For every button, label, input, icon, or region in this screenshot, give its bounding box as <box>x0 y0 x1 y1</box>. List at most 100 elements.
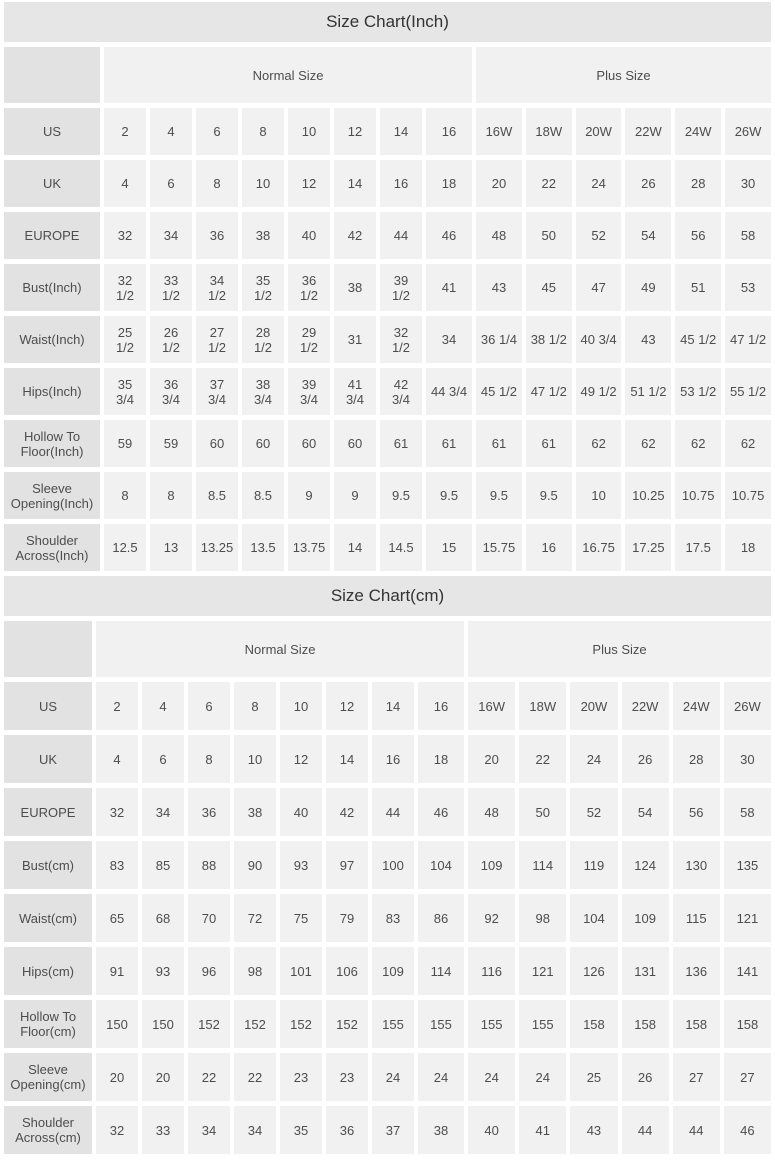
size-value-cell: 38 1/2 <box>525 316 572 363</box>
size-value-cell: 8 <box>150 472 192 519</box>
size-value-cell: 22 <box>525 160 572 207</box>
row-label: Shoulder Across(Inch) <box>4 524 100 571</box>
size-value-cell: 36 3/4 <box>150 368 192 415</box>
size-value-cell: 27 1/2 <box>196 316 238 363</box>
size-value-cell: 18 <box>418 735 465 783</box>
size-value-cell: 60 <box>288 420 330 467</box>
size-value-cell: 141 <box>723 947 771 995</box>
size-value-cell: 25 <box>570 1053 618 1101</box>
size-value-cell: 16 <box>418 682 465 730</box>
size-value-cell: 22W <box>621 682 669 730</box>
normal-size-header: Normal Size <box>96 621 465 677</box>
size-value-cell: 14.5 <box>380 524 422 571</box>
size-value-cell: 152 <box>326 1000 368 1048</box>
size-value-cell: 60 <box>242 420 284 467</box>
size-chart-inch: Size Chart(Inch) Normal Size Plus Size U… <box>0 2 775 576</box>
size-value-cell: 6 <box>188 682 230 730</box>
size-value-cell: 6 <box>142 735 184 783</box>
size-value-cell: 65 <box>96 894 138 942</box>
size-value-cell: 24W <box>672 682 720 730</box>
size-value-cell: 47 <box>575 264 622 311</box>
size-value-cell: 34 <box>142 788 184 836</box>
size-value-cell: 26 <box>625 160 672 207</box>
table-row: Shoulder Across(cm) 32 33 34 34 35 36 37 38 40 41 4… <box>4 1106 771 1154</box>
size-value-cell: 130 <box>672 841 720 889</box>
chart-title-cm: Size Chart(cm) <box>4 576 771 616</box>
size-value-cell: 86 <box>418 894 465 942</box>
size-value-cell: 131 <box>621 947 669 995</box>
row-label: Hollow To Floor(Inch) <box>4 420 100 467</box>
size-value-cell: 49 <box>625 264 672 311</box>
size-value-cell: 59 <box>150 420 192 467</box>
size-value-cell: 44 <box>372 788 414 836</box>
size-value-cell: 53 1/2 <box>675 368 722 415</box>
size-value-cell: 44 <box>621 1106 669 1154</box>
size-value-cell: 50 <box>519 788 567 836</box>
size-value-cell: 10 <box>242 160 284 207</box>
size-table-body-cm: US 2 4 6 8 10 12 14 16 16W 18W 20W 22W 24W 26W UK 4 6 8 10 1… <box>4 682 771 1154</box>
size-value-cell: 58 <box>723 788 771 836</box>
size-value-cell: 155 <box>372 1000 414 1048</box>
size-value-cell: 36 <box>188 788 230 836</box>
table-row: Hips(Inch) 35 3/4 36 3/4 37 3/4 38 3/4 39 3/4… <box>4 368 771 415</box>
row-label: Bust(cm) <box>4 841 92 889</box>
size-value-cell: 29 1/2 <box>288 316 330 363</box>
size-value-cell: 34 <box>234 1106 276 1154</box>
size-value-cell: 12 <box>334 108 376 155</box>
size-value-cell: 16 <box>525 524 572 571</box>
size-value-cell: 41 3/4 <box>334 368 376 415</box>
table-row: Hollow To Floor(Inch) 59 59 60 60 60 60 61 61 61 6… <box>4 420 771 467</box>
column-group-row: Normal Size Plus Size <box>4 621 771 677</box>
size-value-cell: 52 <box>570 788 618 836</box>
size-value-cell: 20 <box>142 1053 184 1101</box>
size-value-cell: 40 3/4 <box>575 316 622 363</box>
size-value-cell: 114 <box>519 841 567 889</box>
table-row: Shoulder Across(Inch) 12.5 13 13.25 13.5 13.7… <box>4 524 771 571</box>
size-value-cell: 26 <box>621 1053 669 1101</box>
size-value-cell: 55 1/2 <box>725 368 771 415</box>
size-value-cell: 17.5 <box>675 524 722 571</box>
size-value-cell: 51 <box>675 264 722 311</box>
size-value-cell: 46 <box>723 1106 771 1154</box>
size-value-cell: 36 1/2 <box>288 264 330 311</box>
size-value-cell: 9.5 <box>525 472 572 519</box>
size-value-cell: 51 1/2 <box>625 368 672 415</box>
size-value-cell: 121 <box>723 894 771 942</box>
size-value-cell: 38 <box>418 1106 465 1154</box>
row-label: EUROPE <box>4 788 92 836</box>
table-row: Bust(cm) 83 85 88 90 93 97 100 104 109 114 119 124 13… <box>4 841 771 889</box>
size-value-cell: 39 1/2 <box>380 264 422 311</box>
size-value-cell: 34 <box>426 316 473 363</box>
size-value-cell: 8 <box>188 735 230 783</box>
size-value-cell: 32 1/2 <box>380 316 422 363</box>
size-value-cell: 14 <box>380 108 422 155</box>
size-value-cell: 42 <box>326 788 368 836</box>
size-value-cell: 34 1/2 <box>196 264 238 311</box>
size-value-cell: 53 <box>725 264 771 311</box>
size-value-cell: 45 1/2 <box>476 368 522 415</box>
size-value-cell: 24 <box>575 160 622 207</box>
size-value-cell: 12 <box>280 735 322 783</box>
size-value-cell: 62 <box>675 420 722 467</box>
table-row: EUROPE 32 34 36 38 40 42 44 46 48 50 52 54 56 58 <box>4 788 771 836</box>
size-value-cell: 60 <box>196 420 238 467</box>
size-value-cell: 10.75 <box>675 472 722 519</box>
size-value-cell: 25 1/2 <box>104 316 146 363</box>
size-value-cell: 83 <box>372 894 414 942</box>
size-value-cell: 62 <box>575 420 622 467</box>
size-value-cell: 6 <box>196 108 238 155</box>
size-value-cell: 17.25 <box>625 524 672 571</box>
size-value-cell: 28 1/2 <box>242 316 284 363</box>
size-value-cell: 38 <box>242 212 284 259</box>
size-value-cell: 43 <box>476 264 522 311</box>
size-value-cell: 34 <box>150 212 192 259</box>
size-value-cell: 126 <box>570 947 618 995</box>
size-table-inch: Normal Size Plus Size US 2 4 6 8 10 12 14 16 16W 1… <box>0 42 775 576</box>
row-label: Hips(cm) <box>4 947 92 995</box>
size-value-cell: 26 <box>621 735 669 783</box>
size-value-cell: 150 <box>142 1000 184 1048</box>
size-value-cell: 16 <box>380 160 422 207</box>
chart-title-inch: Size Chart(Inch) <box>4 2 771 42</box>
size-value-cell: 24 <box>570 735 618 783</box>
size-value-cell: 155 <box>468 1000 516 1048</box>
